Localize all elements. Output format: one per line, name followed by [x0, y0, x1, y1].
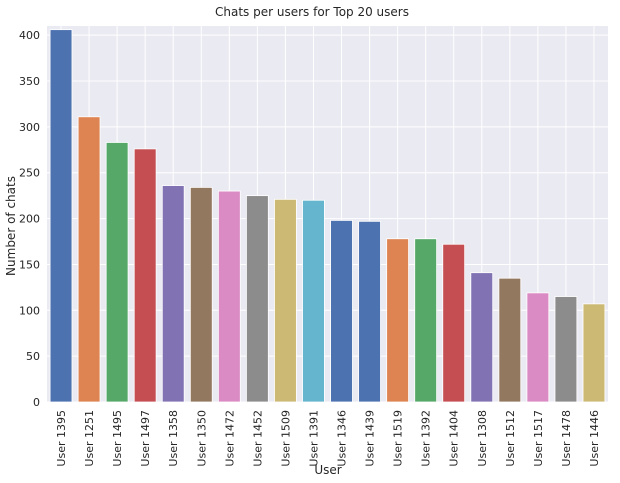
- bar: [274, 198, 297, 403]
- bar: [217, 190, 241, 403]
- x-tick-label: User 1519: [392, 410, 405, 467]
- x-tick-label: User 1346: [336, 410, 349, 467]
- y-tick-label: 50: [26, 350, 40, 363]
- bar: [302, 199, 325, 403]
- x-tick-label: User 1391: [307, 410, 320, 467]
- y-tick-label: 100: [19, 304, 40, 317]
- bar: [330, 220, 353, 403]
- x-tick-label: User 1509: [279, 410, 292, 467]
- bar: [49, 29, 73, 403]
- x-tick-label: User 1497: [139, 410, 152, 467]
- bar: [189, 187, 213, 403]
- x-tick-label: User 1308: [476, 410, 489, 467]
- y-tick-label: 200: [19, 213, 40, 226]
- x-tick-label: User 1452: [251, 410, 264, 467]
- bar: [161, 185, 185, 403]
- plot-area: [47, 26, 608, 402]
- bar: [77, 116, 101, 403]
- bar: [498, 277, 522, 403]
- x-tick-label: User 1395: [55, 410, 68, 467]
- y-axis-label: Number of chats: [4, 176, 18, 276]
- y-tick-label: 300: [19, 121, 40, 134]
- bar: [246, 195, 269, 403]
- x-tick-label: User 1404: [448, 410, 461, 467]
- x-tick-label: User 1350: [195, 410, 208, 467]
- bar: [133, 148, 157, 403]
- y-axis-ticks: 0 50 100 150 200 250 300 350 400: [19, 29, 40, 409]
- x-tick-label: User 1478: [560, 410, 573, 467]
- bar: [414, 238, 438, 403]
- x-tick-label: User 1472: [223, 410, 236, 467]
- x-tick-label: User 1439: [364, 410, 377, 467]
- chart-title: Chats per users for Top 20 users: [215, 5, 409, 19]
- y-tick-label: 250: [19, 167, 40, 180]
- x-tick-label: User 1495: [111, 410, 124, 467]
- y-tick-label: 350: [19, 75, 40, 88]
- y-tick-label: 400: [19, 29, 40, 42]
- x-tick-label: User 1358: [167, 410, 180, 467]
- x-tick-label: User 1392: [420, 410, 433, 467]
- bar: [386, 238, 409, 403]
- bar: [105, 142, 129, 403]
- y-tick-label: 0: [33, 396, 40, 409]
- x-tick-label: User 1517: [532, 410, 545, 467]
- x-tick-label: User 1251: [83, 410, 96, 467]
- bars: [49, 29, 606, 403]
- bar: [358, 220, 381, 403]
- y-tick-label: 150: [19, 258, 40, 271]
- x-tick-label: User 1446: [588, 410, 601, 467]
- bar: [582, 303, 606, 403]
- bar: [526, 292, 550, 403]
- x-tick-label: User 1512: [504, 410, 517, 467]
- bar: [554, 296, 578, 403]
- x-axis-label: User: [314, 463, 341, 477]
- bar: [442, 243, 466, 403]
- x-axis-ticks: User 1395 User 1251 User 1495 User 1497 User…: [55, 410, 601, 467]
- bar: [470, 272, 494, 403]
